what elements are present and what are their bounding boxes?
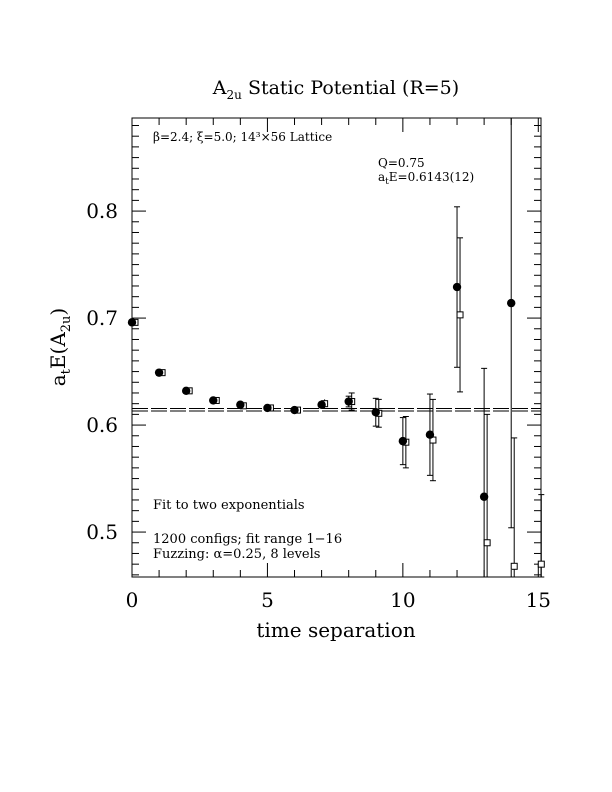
ylabel-e: E(A: [46, 332, 70, 369]
note-fit-method: Fit to two exponentials: [153, 498, 305, 513]
data-point-circle: [452, 282, 462, 292]
y-tick-labels: 0.5 0.6 0.7 0.8: [86, 199, 118, 544]
x-tick-label: 15: [526, 588, 551, 612]
y-tick-label: 0.7: [86, 306, 118, 330]
data-point-circle: [507, 298, 516, 308]
data-point-circle: [263, 403, 272, 413]
fit-e-rest: E=0.6143(12): [389, 170, 474, 184]
chart-title: A2u Static Potential (R=5): [212, 77, 459, 102]
data-point-circle: [154, 368, 164, 377]
x-tick-label: 0: [126, 588, 139, 612]
data-point-square: [456, 311, 464, 319]
x-tick-label: 5: [261, 588, 274, 612]
data-point-circle: [425, 430, 435, 439]
title-rest: Static Potential (R=5): [242, 77, 459, 99]
data-point-circle: [127, 318, 137, 327]
data-point-circle: [209, 396, 218, 405]
data-point-circle: [371, 408, 380, 417]
data-point-circle: [290, 405, 299, 415]
lattice-annotation: β=2.4; ξ=5.0; 14³×56 Lattice: [153, 130, 332, 144]
data-point-circle: [236, 400, 245, 409]
y-tick-label: 0.8: [86, 199, 118, 223]
fit-e-t: t: [385, 177, 389, 187]
y-tick-label: 0.6: [86, 413, 118, 437]
data-point-square: [537, 560, 545, 568]
data-point-circle: [344, 397, 353, 406]
x-tick-label: 10: [390, 588, 415, 612]
ylabel-a: a: [46, 374, 70, 386]
data-point-circle: [317, 400, 326, 409]
y-axis-label: atE(A2u): [46, 308, 74, 387]
title-sub: 2u: [227, 88, 243, 102]
note-fuzzing: Fuzzing: α=0.25, 8 levels: [153, 547, 320, 562]
fit-e-a: a: [378, 170, 385, 184]
note-configs: 1200 configs; fit range 1−16: [153, 532, 342, 547]
q-annotation: Q=0.75: [378, 156, 425, 170]
fit-lines: [132, 407, 541, 412]
x-axis-label: time separation: [256, 618, 415, 642]
data-point-square: [483, 539, 491, 547]
ylabel-t: t: [59, 368, 74, 374]
data-point-circle: [398, 436, 408, 446]
x-tick-labels: 0 5 10 15: [126, 588, 551, 612]
data-point-circle: [479, 492, 489, 501]
title-main: A: [212, 77, 227, 99]
series-filled-circles: [127, 117, 516, 578]
data-point-square: [510, 562, 518, 570]
fit-energy-annotation: atE=0.6143(12): [378, 170, 474, 187]
plot-frame: [131, 117, 542, 578]
y-tick-label: 0.5: [86, 520, 118, 544]
series-open-squares: [131, 237, 545, 578]
ylabel-close: ): [46, 308, 70, 316]
ylabel-sub: 2u: [59, 316, 74, 333]
data-point-circle: [181, 386, 191, 396]
axis-ticks: [131, 118, 541, 577]
